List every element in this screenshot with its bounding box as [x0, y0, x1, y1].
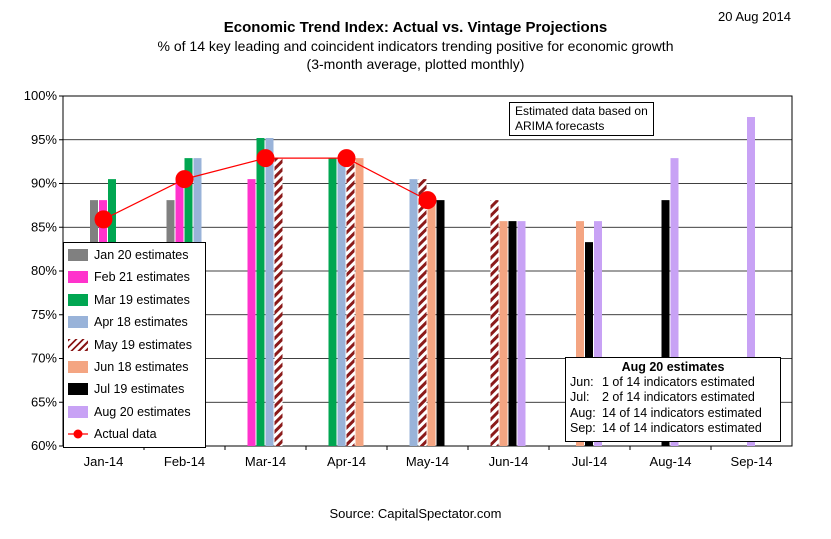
chart-subtitle-2: (3-month average, plotted monthly): [306, 56, 525, 72]
legend-label: Jul 19 estimates: [94, 382, 185, 397]
actual-point: [337, 149, 356, 168]
bar-mar-19-estimates: [256, 138, 265, 446]
x-tick-label: Mar-14: [245, 454, 286, 469]
bar-aug-20-estimates: [594, 221, 602, 446]
legend-label: Aug 20 estimates: [94, 404, 191, 419]
legend-item: Feb 21 estimates: [68, 267, 190, 287]
bar-mar-19-estimates: [328, 158, 337, 446]
legend-label: Jan 20 estimates: [94, 248, 189, 262]
legend-swatch: [68, 338, 88, 351]
bar-jun-18-estimates: [499, 221, 508, 446]
x-tick-label: Aug-14: [650, 454, 692, 469]
estimates-title: Aug 20 estimates: [621, 360, 725, 374]
bar-aug-20-estimates: [747, 117, 755, 446]
x-tick-label: Jul-14: [572, 454, 607, 469]
legend-label: Actual data: [94, 427, 157, 442]
bar-jul-19-estimates: [585, 242, 593, 446]
bar-may-19-estimates: [274, 158, 283, 446]
y-tick-label: 60%: [31, 438, 57, 453]
chart-subtitle: % of 14 key leading and coincident indic…: [157, 38, 674, 54]
estimates-box: Aug 20 estimates Jun: 1 of 14 indicators …: [565, 357, 781, 442]
legend-label: May 19 estimates: [94, 337, 192, 352]
y-tick-label: 70%: [31, 351, 57, 366]
source-note: Source: CapitalSpectator.com: [329, 506, 502, 521]
bar-jun-18-estimates: [576, 221, 584, 446]
legend: Jan 20 estimates Feb 21 estimates Mar 19 e…: [63, 242, 206, 448]
legend-item: Jan 20 estimates: [68, 245, 189, 265]
legend-label: Feb 21 estimates: [94, 270, 190, 285]
bar-jul-19-estimates: [661, 200, 670, 446]
legend-item: Apr 18 estimates: [68, 312, 188, 332]
legend-swatch: [68, 428, 88, 440]
chart-title: Economic Trend Index: Actual vs. Vintage…: [223, 19, 608, 36]
bar-may-19-estimates: [490, 200, 499, 446]
y-tick-label: 85%: [31, 219, 57, 234]
bar-jul-19-estimates: [508, 221, 517, 446]
bar-jun-18-estimates: [355, 158, 364, 446]
bar-feb-21-estimates: [247, 179, 256, 446]
legend-swatch: [68, 383, 88, 396]
y-tick-label: 90%: [31, 176, 57, 191]
y-tick-label: 75%: [31, 307, 57, 322]
legend-swatch: [68, 316, 88, 329]
estimates-row: Sep: 14 of 14 indicators estimated: [570, 421, 762, 435]
actual-point: [175, 170, 194, 189]
legend-item: Aug 20 estimates: [68, 402, 191, 422]
arima-note-line2: ARIMA forecasts: [515, 119, 605, 133]
bar-may-19-estimates: [346, 158, 355, 446]
x-tick-label: Jun-14: [489, 454, 529, 469]
legend-item: May 19 estimates: [68, 335, 192, 355]
date-stamp: 20 Aug 2014: [718, 9, 792, 24]
y-tick-label: 95%: [31, 132, 57, 147]
x-tick-label: Feb-14: [164, 454, 205, 469]
legend-swatch: [68, 293, 88, 306]
legend-item: Mar 19 estimates: [68, 290, 190, 310]
legend-item: Jul 19 estimates: [68, 379, 184, 399]
estimates-row: Jul: 2 of 14 indicators estimated: [570, 390, 755, 404]
arima-note: Estimated data based on ARIMA forecasts: [509, 102, 654, 136]
bar-apr-18-estimates: [337, 158, 346, 446]
bar-apr-18-estimates: [265, 138, 274, 446]
estimates-row: Jun: 1 of 14 indicators estimated: [570, 375, 755, 389]
legend-swatch: [68, 361, 88, 373]
bar-apr-18-estimates: [409, 179, 418, 446]
estimates-row: Aug: 14 of 14 indicators estimated: [570, 406, 762, 420]
legend-swatch: [68, 271, 88, 284]
x-tick-label: Apr-14: [327, 454, 366, 469]
bar-jul-19-estimates: [436, 200, 445, 446]
arima-note-line1: Estimated data based on: [515, 104, 648, 118]
legend-label: Jun 18 estimates: [94, 360, 189, 374]
legend-swatch: [68, 249, 88, 261]
legend-item: Actual data: [68, 424, 157, 444]
legend-label: Mar 19 estimates: [94, 292, 190, 307]
actual-point: [418, 191, 437, 210]
legend-swatch: [68, 405, 88, 418]
y-tick-label: 65%: [31, 394, 57, 409]
legend-label: Apr 18 estimates: [94, 315, 188, 330]
bar-jun-18-estimates: [427, 200, 436, 446]
actual-point: [94, 210, 113, 229]
bar-aug-20-estimates: [517, 221, 526, 446]
y-tick-label: 100%: [24, 88, 58, 103]
x-tick-label: May-14: [406, 454, 449, 469]
legend-item: Jun 18 estimates: [68, 357, 189, 377]
bar-may-19-estimates: [418, 179, 427, 446]
x-tick-label: Sep-14: [731, 454, 773, 469]
x-tick-label: Jan-14: [84, 454, 124, 469]
y-tick-label: 80%: [31, 263, 57, 278]
actual-point: [256, 149, 275, 168]
bar-aug-20-estimates: [670, 158, 679, 446]
